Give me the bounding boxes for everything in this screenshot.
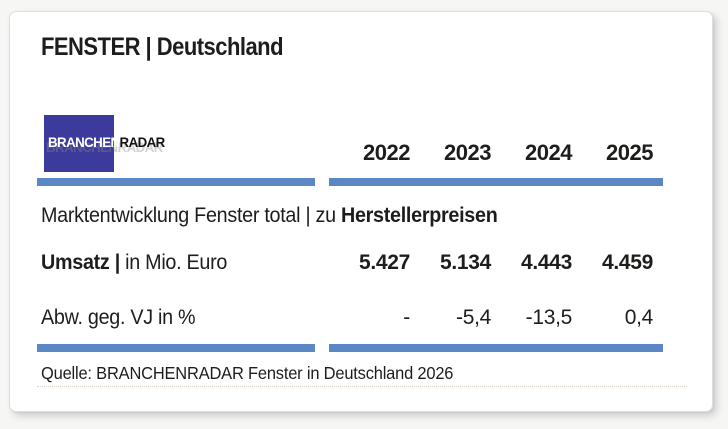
year-column-header: 2025 [606, 140, 653, 165]
section-title-regular: Marktentwicklung Fenster total | zu [41, 204, 341, 227]
table-row-abweichung: Abw. geg. VJ in % - -5,4 -13,5 0,4 [41, 306, 653, 330]
value-cell: - [403, 306, 410, 329]
divider-bar-bottom [10, 344, 712, 352]
value-cell: 5.134 [439, 251, 491, 274]
year-column-header: 2022 [363, 140, 410, 165]
row-values: - -5,4 -13,5 0,4 [329, 306, 653, 330]
report-card: FENSTER | Deutschland BRANCHENRADAR BRAN… [9, 11, 713, 412]
divider-bar-right-segment [329, 178, 663, 186]
value-cell: 5.427 [358, 251, 410, 274]
logo-ghost-text: BRANCHENRADAR [46, 139, 163, 155]
source-note: Quelle: BRANCHENRADAR Fenster in Deutsch… [41, 363, 454, 383]
divider-bar-right-segment [329, 344, 663, 352]
row-label: Umsatz | in Mio. Euro [41, 251, 312, 275]
logo-square [44, 115, 114, 172]
value-cell: 0,4 [624, 306, 654, 329]
value-cell: 4.443 [520, 251, 572, 274]
logo-text-radar: RADAR [119, 134, 166, 150]
row-label-unit: in Mio. Euro [119, 251, 228, 274]
row-label-bold: Umsatz | [41, 251, 120, 274]
logo-wordmark: BRANCHENRADAR [48, 134, 165, 150]
page-title: FENSTER | Deutschland [41, 33, 284, 61]
row-values: 5.427 5.134 4.443 4.459 [329, 251, 653, 275]
table-section-title: Marktentwicklung Fenster total | zu Hers… [41, 204, 498, 228]
divider-bar-left-segment [37, 344, 315, 352]
logo-text-branchen: BRANCHEN [48, 134, 120, 150]
row-label: Abw. geg. VJ in % [41, 306, 312, 330]
table-row-umsatz: Umsatz | in Mio. Euro 5.427 5.134 4.443 … [41, 251, 653, 275]
year-header-row: 2022 2023 2024 2025 [329, 140, 653, 166]
dotted-separator [37, 386, 687, 387]
branchenradar-logo: BRANCHENRADAR BRANCHENRADAR [44, 115, 194, 175]
row-label-text: Abw. geg. VJ in % [41, 306, 196, 329]
value-cell: -13,5 [525, 306, 573, 329]
divider-bar-top [10, 178, 712, 186]
divider-bar-left-segment [37, 178, 315, 186]
year-column-header: 2023 [444, 140, 491, 165]
year-column-header: 2024 [525, 140, 572, 165]
section-title-bold: Herstellerpreisen [340, 204, 498, 227]
value-cell: 4.459 [601, 251, 653, 274]
value-cell: -5,4 [456, 306, 491, 329]
